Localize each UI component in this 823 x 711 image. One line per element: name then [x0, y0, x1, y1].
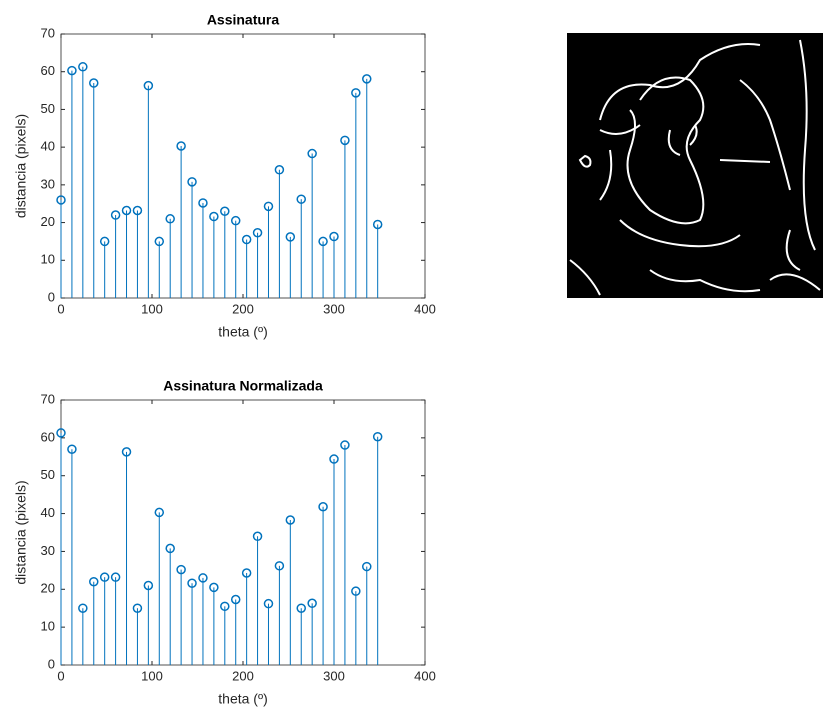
y-tick-label: 60	[41, 63, 55, 78]
x-tick-label: 400	[414, 668, 436, 683]
x-axis-label: theta (º)	[218, 691, 267, 707]
y-axis-label: distancia (pixels)	[13, 114, 29, 218]
y-tick-label: 70	[41, 25, 55, 40]
y-tick-label: 0	[48, 656, 55, 671]
y-axis-label: distancia (pixels)	[13, 480, 29, 584]
x-tick-label: 200	[232, 668, 254, 683]
figure: 0100200300400010203040506070Assinaturath…	[0, 0, 823, 711]
x-tick-label: 100	[141, 668, 163, 683]
y-tick-label: 10	[41, 619, 55, 634]
x-tick-label: 300	[323, 301, 345, 316]
y-tick-label: 60	[41, 429, 55, 444]
chart: 0 100 200 300 400 0 10 20 30 40 50 60 70 Assinatura N…	[13, 378, 436, 707]
y-tick-label: 30	[41, 176, 55, 191]
x-tick-label: 0	[57, 668, 64, 683]
x-tick-label: 0	[57, 301, 64, 316]
x-tick-label: 100	[141, 301, 163, 316]
y-tick-label: 50	[41, 467, 55, 482]
y-tick-label: 40	[41, 505, 55, 520]
y-tick-label: 0	[48, 289, 55, 304]
x-tick-label: 200	[232, 301, 254, 316]
x-axis-label: theta (º)	[218, 324, 267, 340]
y-tick-label: 20	[41, 214, 55, 229]
y-tick-label: 50	[41, 101, 55, 116]
chart-title: Assinatura Normalizada	[163, 378, 323, 394]
y-tick-label: 20	[41, 581, 55, 596]
x-tick-label: 400	[414, 301, 436, 316]
y-tick-label: 40	[41, 139, 55, 154]
chart: 0 100 200 300 400 0 10 20 30 40 50 60 70 Assinatura th…	[13, 12, 436, 340]
page: {"chart_data": [ {"type": "stem", "title…	[0, 0, 823, 711]
edge-image	[567, 33, 823, 298]
y-tick-label: 10	[41, 252, 55, 267]
y-tick-label: 70	[41, 391, 55, 406]
x-tick-label: 300	[323, 668, 345, 683]
y-tick-label: 30	[41, 543, 55, 558]
chart-title: Assinatura	[207, 12, 280, 28]
